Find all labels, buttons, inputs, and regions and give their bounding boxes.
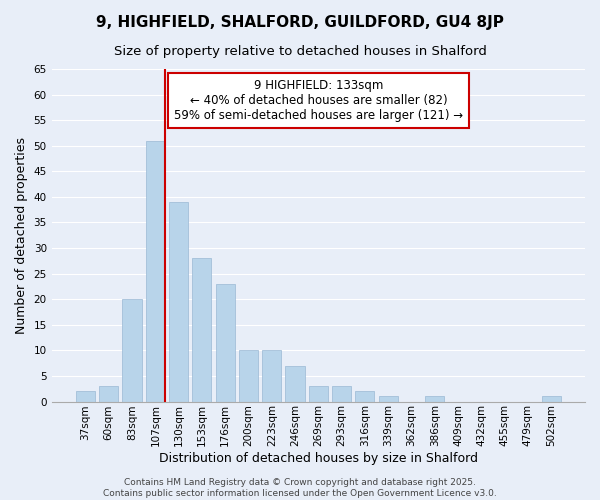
Text: Size of property relative to detached houses in Shalford: Size of property relative to detached ho… bbox=[113, 45, 487, 58]
Bar bbox=[193, 258, 211, 402]
Bar bbox=[122, 299, 142, 402]
Bar bbox=[425, 396, 445, 402]
Text: 9, HIGHFIELD, SHALFORD, GUILDFORD, GU4 8JP: 9, HIGHFIELD, SHALFORD, GUILDFORD, GU4 8… bbox=[96, 15, 504, 30]
Bar bbox=[146, 140, 165, 402]
Bar bbox=[309, 386, 328, 402]
Bar bbox=[355, 392, 374, 402]
Bar bbox=[99, 386, 118, 402]
Bar bbox=[169, 202, 188, 402]
Bar bbox=[215, 284, 235, 402]
Y-axis label: Number of detached properties: Number of detached properties bbox=[15, 137, 28, 334]
Bar bbox=[262, 350, 281, 402]
X-axis label: Distribution of detached houses by size in Shalford: Distribution of detached houses by size … bbox=[159, 452, 478, 465]
Bar bbox=[379, 396, 398, 402]
Bar bbox=[76, 392, 95, 402]
Bar bbox=[542, 396, 561, 402]
Bar bbox=[286, 366, 305, 402]
Text: 9 HIGHFIELD: 133sqm
← 40% of detached houses are smaller (82)
59% of semi-detach: 9 HIGHFIELD: 133sqm ← 40% of detached ho… bbox=[174, 79, 463, 122]
Bar bbox=[239, 350, 258, 402]
Text: Contains HM Land Registry data © Crown copyright and database right 2025.
Contai: Contains HM Land Registry data © Crown c… bbox=[103, 478, 497, 498]
Bar bbox=[332, 386, 351, 402]
